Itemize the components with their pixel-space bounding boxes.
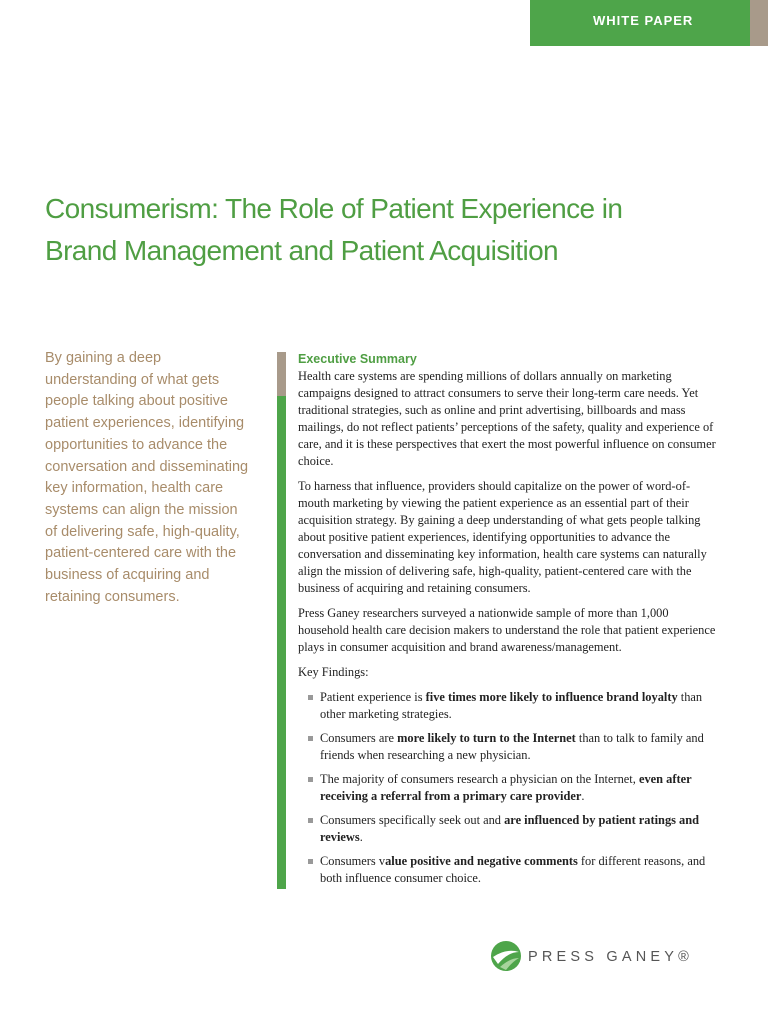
logo-text: PRESS GANEY® [528,949,694,965]
finding-text: . [581,789,585,803]
title: Consumerism: The Role of Patient Experie… [45,188,623,272]
finding-text: The majority of consumers research a phy… [320,772,639,786]
finding-text: Patient experience is [320,690,426,704]
finding-emphasis: more likely to turn to the Internet [397,731,576,745]
finding-text: Consumers v [320,854,386,868]
accent-bar [277,352,286,396]
finding: The majority of consumers research a phy… [298,771,720,805]
title-line: Consumerism: The Role of Patient Experie… [45,193,623,224]
accent-bar [277,396,286,889]
finding-emphasis: five times more likely to influence bran… [425,690,678,704]
finding-emphasis: are influenced by patient ratings and re… [320,813,700,844]
finding-text: Consumers specifically seek out and [320,813,505,827]
finding: Consumers are more likely to turn to the… [298,730,720,764]
finding: Patient experience is five times more li… [298,689,720,723]
findings-list: Patient experience is five times more li… [298,689,720,887]
finding-text: than to talk to family and friends when … [320,731,704,762]
finding-emphasis: alue positive and negative comments [385,854,578,868]
finding-text: for different reasons, and both influenc… [320,854,706,885]
paragraph: To harness that influence, providers sho… [298,479,707,595]
finding-text: Consumers are [320,731,398,745]
logo: PRESS GANEY® [490,940,689,974]
badge-edge [750,0,768,46]
finding: Consumers value positive and negative co… [298,853,720,887]
badge: WHITE PAPER [530,0,750,46]
findings-label: Key Findings: [298,665,369,679]
summary: Executive Summary Health care systems ar… [298,350,720,894]
paragraphs: Health care systems are spending million… [298,368,720,656]
paragraph: Health care systems are spending million… [298,369,716,468]
section-heading: Executive Summary [298,352,417,366]
finding: Consumers specifically seek out and are … [298,812,720,846]
paragraph: Press Ganey researchers surveyed a natio… [298,606,716,654]
finding-text: . [359,830,363,844]
finding-emphasis: even after receiving a referral from a p… [320,772,692,803]
title-line: Brand Management and Patient Acquisition [45,235,559,266]
finding-text: than other marketing strategies. [320,690,703,721]
logo-mark [491,941,521,971]
pull-quote: By gaining a deep understanding of what … [45,350,249,605]
